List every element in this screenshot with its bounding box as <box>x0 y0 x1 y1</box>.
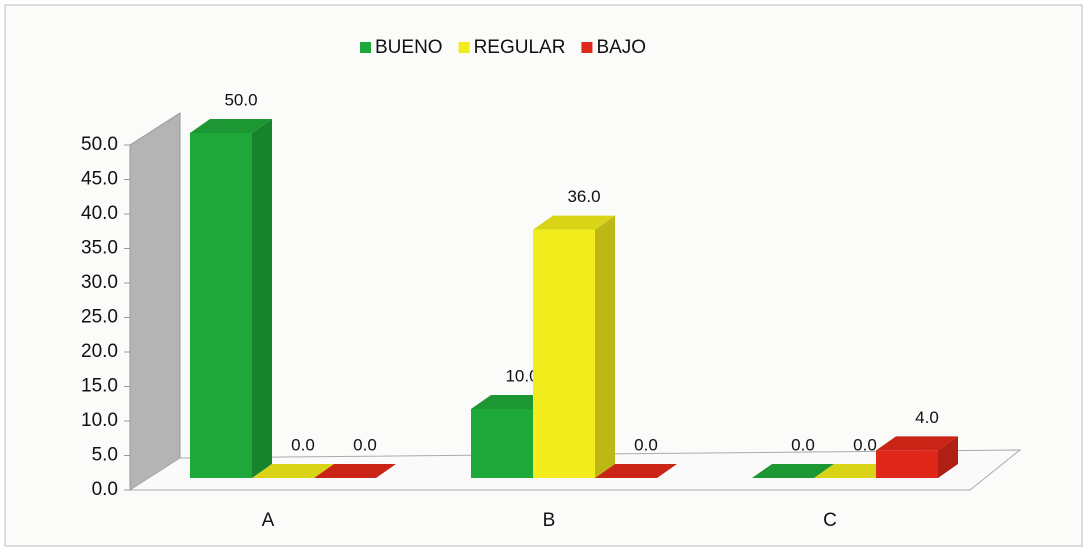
legend-label: BAJO <box>596 37 646 58</box>
bar-top <box>471 395 553 409</box>
bar-front <box>190 133 252 478</box>
back-wall <box>129 112 181 491</box>
y-tick-label: 5.0 <box>92 445 118 466</box>
bar-side <box>595 215 615 478</box>
legend-swatch <box>458 42 470 53</box>
data-label: 36.0 <box>567 187 600 206</box>
data-label: 0.0 <box>791 435 815 454</box>
bar-front <box>533 229 595 478</box>
bar-top <box>814 464 896 478</box>
bar-side <box>938 436 958 478</box>
data-label: 0.0 <box>353 435 377 454</box>
y-tick-label: 10.0 <box>81 410 118 431</box>
y-tick-label: 25.0 <box>81 307 118 328</box>
bar-top <box>752 464 834 478</box>
legend-label: BUENO <box>375 37 443 58</box>
y-tick-label: 15.0 <box>81 376 118 397</box>
bar-top <box>595 464 677 478</box>
data-label: 0.0 <box>853 435 877 454</box>
data-label: 10.0 <box>505 366 538 385</box>
legend-swatch <box>360 42 371 53</box>
bar-top <box>314 464 396 478</box>
data-label: 0.0 <box>634 435 658 454</box>
bar-front <box>876 450 938 478</box>
legend-label: REGULAR <box>474 37 566 58</box>
y-tick-label: 50.0 <box>81 134 118 155</box>
bar-top <box>252 464 334 478</box>
data-label: 4.0 <box>915 408 939 427</box>
y-tick-label: 30.0 <box>81 272 118 293</box>
x-tick-label: A <box>262 510 275 531</box>
y-tick-label: 20.0 <box>81 341 118 362</box>
y-tick-label: 40.0 <box>81 203 118 224</box>
bar-front <box>471 409 533 478</box>
y-tick-label: 45.0 <box>81 169 118 190</box>
bar-top <box>876 436 958 451</box>
bar-top <box>533 215 615 230</box>
y-tick-label: 0.0 <box>92 479 118 500</box>
y-tick-label: 35.0 <box>81 238 118 259</box>
x-tick-label: B <box>543 510 556 531</box>
legend-swatch <box>581 42 593 53</box>
data-label: 50.0 <box>224 90 257 109</box>
data-label: 0.0 <box>291 435 315 454</box>
bar-side <box>252 119 272 478</box>
bar-top <box>190 119 272 133</box>
x-tick-label: C <box>823 510 837 531</box>
